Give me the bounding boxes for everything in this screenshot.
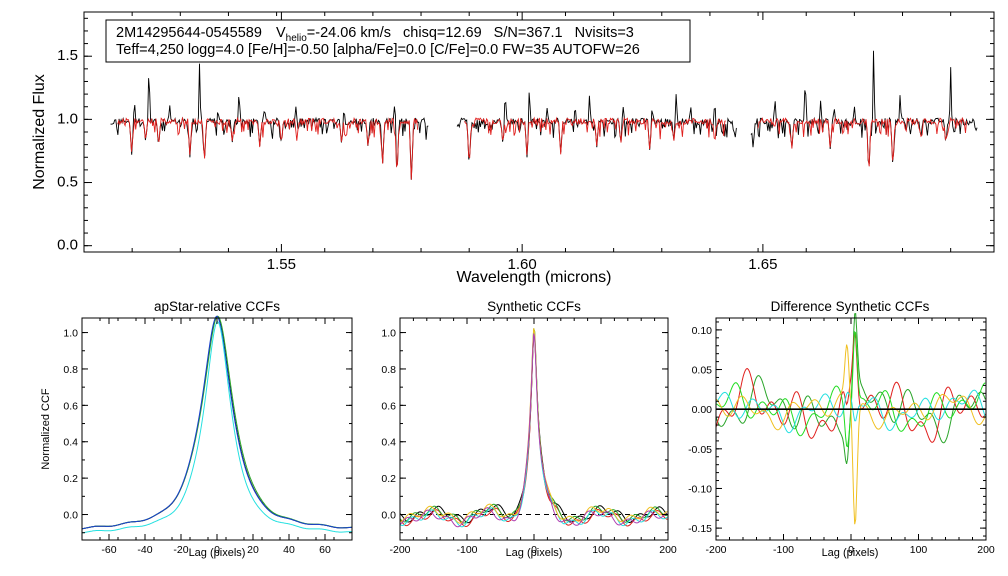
- synthetic-ccf-line-visit-2: [399, 334, 668, 528]
- synthetic-ccf-ytick-label: 0.0: [381, 510, 396, 522]
- apstar-ccf-xtick-label: 20: [247, 544, 259, 556]
- synthetic-ccf-xtick-label: 0: [531, 544, 537, 556]
- annotation-line-2: Teff=4,250 logg=4.0 [Fe/H]=-0.50 [alpha/…: [116, 42, 640, 58]
- apstar-ccf-line-visit-1: [81, 315, 352, 530]
- difference-ccf-title: Difference Synthetic CCFs: [771, 299, 930, 314]
- apstar-ccf-xtick-label: 40: [283, 544, 295, 556]
- apstar-ccf-frame: [81, 317, 353, 541]
- difference-ccf-line-visit-5: [715, 344, 986, 525]
- vhelio-value: =-24.06 km/s: [307, 25, 391, 41]
- difference-ccf-panel: Difference Synthetic CCFs -200 -100 0 100 20…: [688, 299, 995, 559]
- apstar-ccf-ylabel: Normalized CCF: [40, 388, 52, 470]
- snr-value: S/N=367.1: [494, 25, 563, 41]
- synthetic-ccf-line-visit-3: [399, 328, 668, 524]
- synthetic-ccf-line-visit-6: [399, 333, 668, 528]
- apstar-ccf-series: [81, 315, 353, 534]
- difference-ccf-ticks: -200 -100 0 100 200 -0.15 -0.10 -0.05 0.00 0.05 0.…: [688, 318, 995, 556]
- spectrum-ylabel: Normalized Flux: [31, 74, 48, 190]
- difference-ccf-xlabel: Lag (pixels): [822, 547, 879, 559]
- apstar-ccf-ticks: -60 -40 -20 0 20 40 60 0.0 0.2 0.4 0.6 0.8 1.0: [63, 318, 353, 556]
- synthetic-ccf-title: Synthetic CCFs: [487, 299, 581, 314]
- spectrum-panel: 1.55 1.60 1.65 0.0 0.5 1.0 1.5 Wavelength (mic…: [31, 11, 995, 286]
- spectrum-xtick-label: 1.65: [748, 256, 777, 273]
- vhelio-prefix: V: [276, 25, 286, 41]
- spectrum-ytick-label: 0.0: [57, 237, 78, 254]
- synthetic-ccf-ytick-label: 0.6: [381, 400, 396, 412]
- spectrum-ticks: 1.55 1.60 1.65 0.0 0.5 1.0 1.5: [57, 12, 994, 273]
- synthetic-ccf-ytick-label: 0.8: [381, 364, 396, 376]
- apstar-ccf-title: apStar-relative CCFs: [154, 299, 280, 314]
- difference-ccf-line-visit-3: [715, 330, 986, 448]
- observed-spectrum-line: [456, 92, 737, 160]
- difference-ccf-series: [715, 312, 986, 525]
- annotation-box: [105, 19, 691, 63]
- model-spectrum-line: [757, 116, 968, 167]
- difference-ccf-frame: [715, 317, 987, 541]
- apstar-ccf-line-visit-4: [81, 321, 353, 534]
- apstar-ccf-line-visit-2: [81, 315, 352, 530]
- star-id: 2M14295644-0545589: [116, 25, 262, 41]
- apstar-ccf-xtick-label: -60: [101, 544, 116, 556]
- apstar-ccf-ytick-label: 1.0: [63, 328, 78, 340]
- spectrum-ytick-label: 0.5: [57, 174, 78, 191]
- synthetic-ccf-line-visit-1: [399, 332, 668, 524]
- apstar-ccf-panel: apStar-relative CCFs -60 -40 -20 0 20 40 60 0.0…: [40, 299, 353, 559]
- spectrum-xtick-label: 1.55: [267, 256, 296, 273]
- difference-ccf-ytick-label: -0.15: [688, 523, 712, 535]
- chisq-value: chisq=12.69: [403, 25, 482, 41]
- observed-spectrum-line: [750, 50, 978, 164]
- apstar-ccf-xtick-label: 0: [214, 544, 220, 556]
- apstar-ccf-ytick-label: 0.8: [63, 364, 78, 376]
- difference-ccf-xtick-label: 0: [848, 544, 854, 556]
- apstar-ccf-ytick-label: 0.2: [63, 473, 78, 485]
- model-spectrum-line: [117, 116, 419, 180]
- vhelio-subscript: helio: [286, 33, 308, 44]
- synthetic-ccf-ytick-label: 0.4: [381, 437, 396, 449]
- difference-ccf-line-visit-1: [715, 312, 986, 465]
- synthetic-ccf-ytick-label: 0.2: [381, 473, 396, 485]
- apstar-ccf-xlabel: Lag (pixels): [189, 547, 246, 559]
- difference-ccf-xtick-label: -100: [773, 544, 794, 556]
- apstar-ccf-ytick-label: 0.6: [63, 400, 78, 412]
- apstar-ccf-ytick-label: 0.4: [63, 437, 78, 449]
- synthetic-ccf-series: [399, 328, 668, 528]
- spectrum-ytick-label: 1.0: [57, 110, 78, 127]
- synthetic-ccf-panel: Synthetic CCFs -200 -100 0 100 200 0.0 0.2 0.4 0…: [381, 299, 677, 559]
- difference-ccf-ytick-label: 0.05: [692, 365, 713, 377]
- synthetic-ccf-ytick-label: 1.0: [381, 328, 396, 340]
- synthetic-ccf-xtick-label: 200: [659, 544, 677, 556]
- difference-ccf-xtick-label: -200: [705, 544, 726, 556]
- synthetic-ccf-xtick-label: 100: [592, 544, 610, 556]
- apstar-ccf-ytick-label: 0.0: [63, 510, 78, 522]
- synthetic-ccf-line-visit-4: [399, 331, 668, 528]
- synthetic-ccf-ticks: -200 -100 0 100 200 0.0 0.2 0.4 0.6 0.8 1.0: [381, 318, 677, 556]
- difference-ccf-ytick-label: 0.00: [692, 404, 713, 416]
- spectrum-xtick-label: 1.60: [508, 256, 537, 273]
- spectrum-ytick-label: 1.5: [57, 47, 78, 64]
- difference-ccf-ytick-label: 0.10: [692, 325, 713, 337]
- synthetic-ccf-xtick-label: -100: [456, 544, 477, 556]
- apstar-ccf-xtick-label: -20: [173, 544, 188, 556]
- nvisits-value: Nvisits=3: [575, 25, 634, 41]
- spectrum-xlabel: Wavelength (microns): [456, 269, 611, 286]
- apstar-ccf-line-visit-3: [81, 315, 352, 530]
- apstar-ccf-xtick-label: -40: [137, 544, 152, 556]
- difference-ccf-ytick-label: -0.05: [688, 444, 712, 456]
- annotation-line-1: 2M14295644-0545589 Vhelio=-24.06 km/s ch…: [116, 25, 634, 44]
- difference-ccf-xtick-label: 100: [910, 544, 928, 556]
- difference-ccf-ytick-label: -0.10: [688, 483, 712, 495]
- synthetic-ccf-xlabel: Lag (pixels): [506, 547, 563, 559]
- apstar-ccf-xtick-label: 60: [319, 544, 331, 556]
- difference-ccf-line-visit-2: [715, 332, 986, 443]
- observed-spectrum-line: [110, 63, 429, 180]
- difference-ccf-xtick-label: 200: [977, 544, 995, 556]
- synthetic-ccf-xtick-label: -200: [389, 544, 410, 556]
- synthetic-ccf-line-visit-5: [399, 328, 668, 524]
- spectrum-series: [110, 50, 978, 180]
- model-spectrum-line: [464, 116, 726, 158]
